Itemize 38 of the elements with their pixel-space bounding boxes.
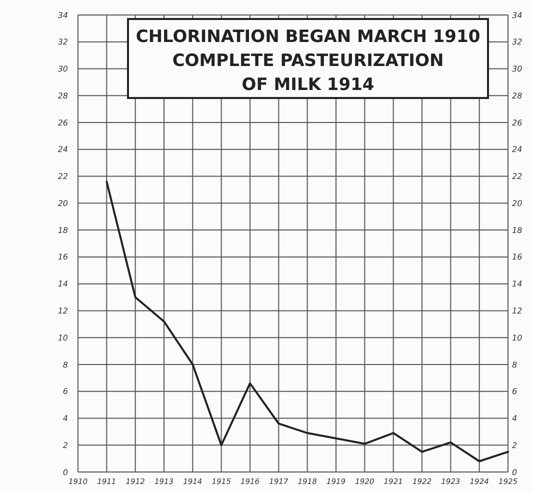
y2-tick-label: 14 xyxy=(512,280,522,289)
y2-tick-label: 12 xyxy=(512,306,522,316)
y2-tick-label: 22 xyxy=(512,172,522,182)
y-tick-label: 24 xyxy=(58,145,68,154)
y-tick-label: 0 xyxy=(62,468,68,477)
y2-tick-label: 0 xyxy=(512,468,518,477)
y2-tick-label: 2 xyxy=(512,440,518,450)
y-tick-label: 4 xyxy=(62,414,68,424)
y-tick-label: 32 xyxy=(58,38,68,47)
y2-tick-label: 26 xyxy=(512,118,522,128)
y-tick-label: 10 xyxy=(58,333,68,342)
y2-tick-label: 28 xyxy=(512,91,522,100)
y2-tick-label: 16 xyxy=(512,252,522,262)
y-tick-label: 30 xyxy=(58,64,68,74)
text: CHLORINATION BEGAN MARCH 1910 COMPLETE PASTEURIZATION OF MILK 1914 xyxy=(136,27,480,95)
y-tick-label: 26 xyxy=(58,118,68,128)
y-tick-label: 8 xyxy=(62,360,68,370)
y2-tick-label: 8 xyxy=(512,360,518,370)
y2-tick-label: 30 xyxy=(512,64,522,74)
y-tick-label: 6 xyxy=(62,387,68,396)
y-tick-label: 28 xyxy=(58,91,68,100)
y2-tick-label: 32 xyxy=(512,38,522,47)
y-tick-label: 16 xyxy=(58,252,68,262)
y-tick-label: 2 xyxy=(62,440,68,450)
y-tick-label: 34 xyxy=(58,10,68,20)
line-series xyxy=(106,180,509,462)
y2-tick-label: 18 xyxy=(512,226,522,235)
y-tick-label: 22 xyxy=(58,172,68,182)
y2-tick-label: 6 xyxy=(512,387,518,396)
y2-tick-label: 34 xyxy=(512,10,522,20)
y-tick-label: 20 xyxy=(58,198,68,208)
y2-tick-label: 24 xyxy=(512,145,522,154)
y2-tick-label: 10 xyxy=(512,333,522,342)
y-tick-label: 12 xyxy=(58,306,68,316)
y2-tick-label: 4 xyxy=(512,414,518,424)
y-tick-label: 18 xyxy=(58,226,68,235)
y2-tick-label: 20 xyxy=(512,198,522,208)
y-tick-label: 14 xyxy=(58,280,68,289)
